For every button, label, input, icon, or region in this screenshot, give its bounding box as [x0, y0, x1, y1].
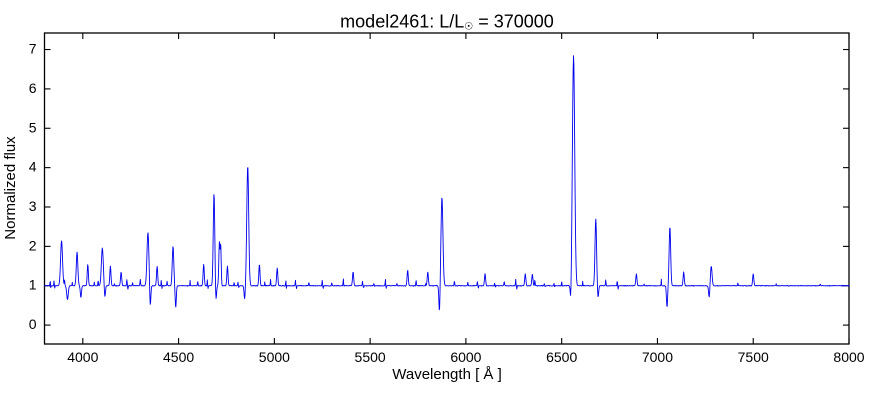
svg-text:7000: 7000: [642, 349, 673, 365]
svg-text:7: 7: [29, 41, 37, 57]
svg-text:4000: 4000: [67, 349, 98, 365]
svg-text:model2461: L/L☉ = 370000: model2461: L/L☉ = 370000: [340, 12, 554, 33]
svg-text:7500: 7500: [738, 349, 769, 365]
svg-text:6: 6: [29, 80, 37, 96]
svg-text:Wavelength [ Å ]: Wavelength [ Å ]: [392, 366, 502, 383]
svg-text:5500: 5500: [355, 349, 386, 365]
svg-text:Normalized flux: Normalized flux: [2, 136, 19, 240]
svg-text:5: 5: [29, 119, 37, 135]
svg-text:1: 1: [29, 277, 37, 293]
svg-text:6000: 6000: [450, 349, 481, 365]
svg-text:2: 2: [29, 237, 37, 253]
svg-text:4: 4: [29, 159, 37, 175]
svg-text:0: 0: [29, 316, 37, 332]
svg-text:3: 3: [29, 198, 37, 214]
svg-text:8000: 8000: [833, 349, 864, 365]
svg-text:5000: 5000: [259, 349, 290, 365]
svg-text:6500: 6500: [546, 349, 577, 365]
svg-text:4500: 4500: [163, 349, 194, 365]
